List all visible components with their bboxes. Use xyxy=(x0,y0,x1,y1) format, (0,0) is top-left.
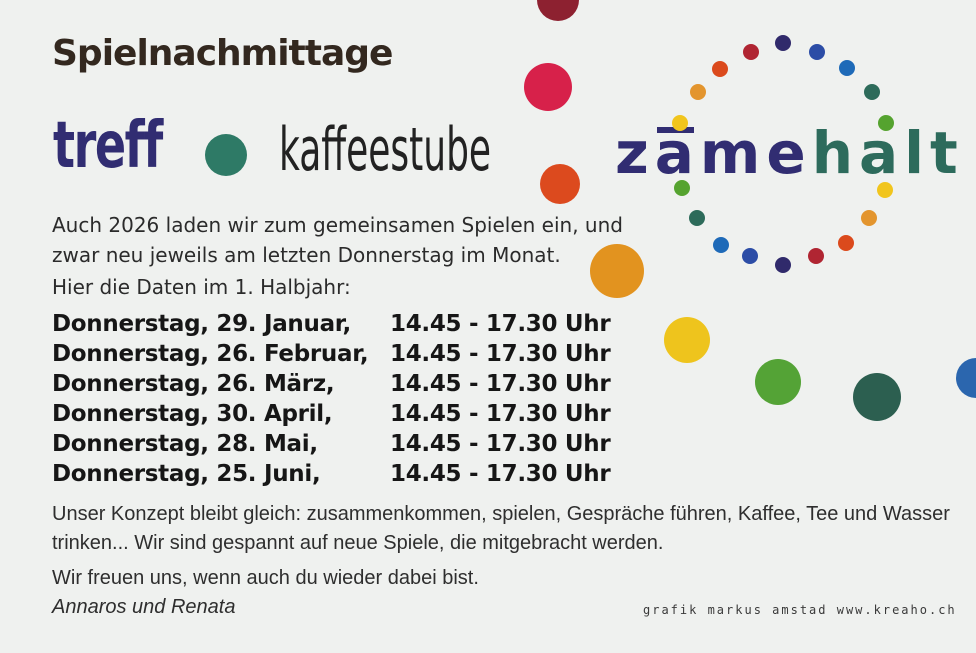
intro-paragraph: Auch 2026 laden wir zum gemeinsamen Spie… xyxy=(52,210,623,270)
schedule-time: 14.45 - 17.30 Uhr xyxy=(390,401,611,427)
schedule-time: 14.45 - 17.30 Uhr xyxy=(390,461,611,487)
logo-letters-me: me xyxy=(699,119,812,187)
ring-dot xyxy=(878,115,894,131)
ring-dot xyxy=(864,84,880,100)
decor-dot-yellow xyxy=(664,317,710,363)
table-row: Donnerstag, 29. Januar, 14.45 - 17.30 Uhr xyxy=(52,309,611,339)
ring-dot xyxy=(689,210,705,226)
schedule-time: 14.45 - 17.30 Uhr xyxy=(390,341,611,367)
decor-dot-crimson xyxy=(524,63,572,111)
ring-dot xyxy=(712,61,728,77)
concept-line: trinken... Wir sind gespannt auf neue Sp… xyxy=(52,532,664,554)
page-title: Spielnachmittage xyxy=(52,33,393,74)
treff-logo-dot-icon xyxy=(205,134,247,176)
zamehalt-logo: zamehalt xyxy=(615,124,964,182)
schedule-day: Donnerstag, 25. Juni, xyxy=(52,461,321,487)
decor-dot-orange-red xyxy=(540,164,580,204)
ring-dot xyxy=(809,44,825,60)
logo-part-zame: zame xyxy=(615,119,812,187)
ring-dot xyxy=(742,248,758,264)
schedule-day: Donnerstag, 28. Mai, xyxy=(52,431,318,457)
logo-part-halt: halt xyxy=(811,119,964,187)
decor-dot-green xyxy=(755,359,801,405)
decor-dot-dark-teal xyxy=(853,373,901,421)
ring-dot xyxy=(808,248,824,264)
dates-heading: Hier die Daten im 1. Halbjahr: xyxy=(52,275,351,299)
table-row: Donnerstag, 26. März, 14.45 - 17.30 Uhr xyxy=(52,369,611,399)
ring-dot xyxy=(672,115,688,131)
closing-line: Wir freuen uns, wenn auch du wieder dabe… xyxy=(52,567,479,589)
intro-line: Auch 2026 laden wir zum gemeinsamen Spie… xyxy=(52,213,623,237)
ring-dot xyxy=(839,60,855,76)
ring-dot xyxy=(743,44,759,60)
decor-dot-maroon xyxy=(537,0,579,21)
schedule-day: Donnerstag, 30. April, xyxy=(52,401,333,427)
ring-dot xyxy=(775,35,791,51)
schedule-time: 14.45 - 17.30 Uhr xyxy=(390,371,611,397)
schedule-day: Donnerstag, 26. März, xyxy=(52,371,335,397)
decor-dot-orange xyxy=(590,244,644,298)
concept-line: Unser Konzept bleibt gleich: zusammenkom… xyxy=(52,503,950,525)
intro-line: zwar neu jeweils am letzten Donnerstag i… xyxy=(52,243,561,267)
schedule-time: 14.45 - 17.30 Uhr xyxy=(390,311,611,337)
logo-letter-a-umlaut: a xyxy=(654,119,700,187)
table-row: Donnerstag, 28. Mai, 14.45 - 17.30 Uhr xyxy=(52,429,611,459)
table-row: Donnerstag, 26. Februar, 14.45 - 17.30 Uh… xyxy=(52,339,611,369)
kaffeestube-label: kaffeestube xyxy=(279,115,492,185)
decor-dot-blue xyxy=(956,358,976,398)
ring-dot xyxy=(775,257,791,273)
treff-logo-text: treff xyxy=(53,109,163,183)
schedule-time: 14.45 - 17.30 Uhr xyxy=(390,431,611,457)
designer-credit: grafik markus amstad www.kreaho.ch xyxy=(643,603,957,617)
logo-letter-z: z xyxy=(615,119,655,187)
schedule-day: Donnerstag, 26. Februar, xyxy=(52,341,369,367)
date-list: Donnerstag, 29. Januar, 14.45 - 17.30 Uhr… xyxy=(52,309,611,489)
ring-dot xyxy=(877,182,893,198)
ring-dot xyxy=(838,235,854,251)
table-row: Donnerstag, 25. Juni, 14.45 - 17.30 Uhr xyxy=(52,459,611,489)
ring-dot xyxy=(690,84,706,100)
signature: Annaros und Renata xyxy=(52,596,236,618)
ring-dot xyxy=(674,180,690,196)
ring-dot xyxy=(713,237,729,253)
table-row: Donnerstag, 30. April, 14.45 - 17.30 Uhr xyxy=(52,399,611,429)
schedule-day: Donnerstag, 29. Januar, xyxy=(52,311,351,337)
ring-dot xyxy=(861,210,877,226)
concept-paragraph: Unser Konzept bleibt gleich: zusammenkom… xyxy=(52,500,972,558)
